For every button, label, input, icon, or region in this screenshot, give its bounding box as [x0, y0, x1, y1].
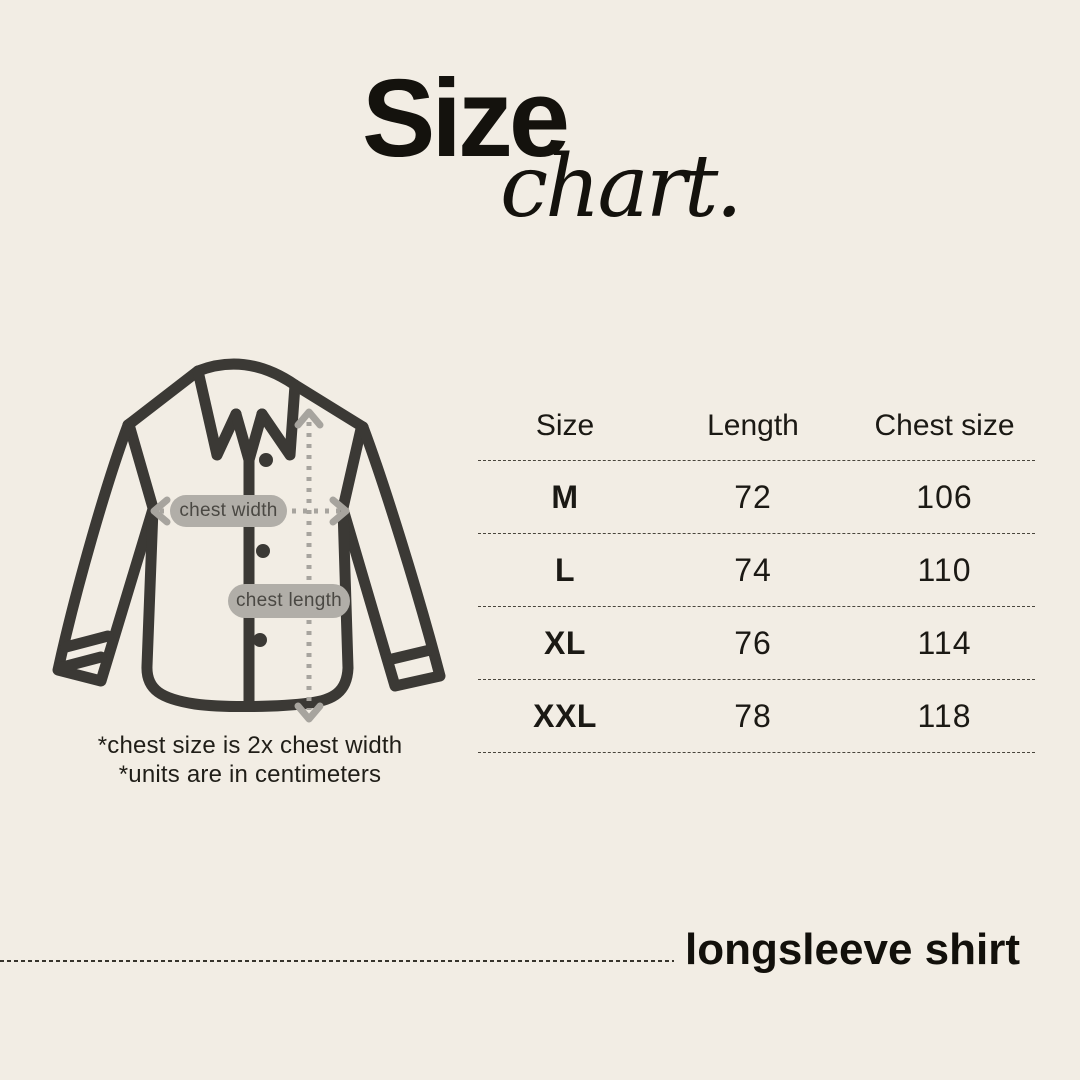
arrow-up-icon — [294, 408, 324, 429]
figure-notes: *chest size is 2x chest width *units are… — [50, 731, 450, 789]
table-row: XL 76 114 — [478, 607, 1035, 680]
cell-length: 74 — [734, 551, 772, 588]
cell-length: 72 — [734, 478, 772, 515]
column-header-chest-size: Chest size — [874, 409, 1015, 442]
cell-size: XL — [544, 624, 586, 661]
page-title-script: chart. — [500, 137, 743, 237]
table-header-row: Size Length Chest size — [478, 392, 1035, 461]
chest-width-label: chest width — [170, 495, 287, 527]
chest-length-label-text: chest length — [235, 590, 343, 611]
arrow-down-icon — [294, 702, 324, 723]
table-row: M 72 106 — [478, 461, 1035, 534]
chest-width-label-text: chest width — [179, 500, 278, 521]
cell-chest: 114 — [917, 624, 972, 661]
longsleeve-shirt-icon — [52, 358, 446, 723]
note-units: *units are in centimeters — [118, 761, 382, 788]
cell-length: 78 — [734, 697, 772, 734]
shirt-figure: chest width chest length — [50, 348, 450, 728]
table-row: XXL 78 118 — [478, 680, 1035, 753]
cell-chest: 106 — [916, 478, 973, 515]
arrow-right-icon — [329, 496, 350, 526]
table-row: L 74 110 — [478, 534, 1035, 607]
column-header-size: Size — [535, 409, 595, 442]
note-chest-size: *chest size is 2x chest width — [97, 732, 403, 759]
size-table: Size Length Chest size M 72 106 L 74 110… — [478, 392, 1035, 753]
cell-size: XXL — [533, 697, 597, 734]
chest-length-label: chest length — [228, 584, 350, 618]
shirt-buttons — [253, 453, 273, 647]
cell-size: L — [554, 551, 576, 588]
cell-chest: 118 — [917, 697, 972, 734]
page-title: Size — [362, 57, 570, 180]
column-header-length: Length — [707, 409, 799, 442]
arrow-left-icon — [150, 496, 171, 526]
product-name: longsleeve shirt — [684, 925, 1020, 974]
cell-length: 76 — [734, 624, 772, 661]
footer-divider — [0, 960, 674, 962]
cell-chest: 110 — [917, 551, 972, 588]
cell-size: M — [551, 478, 579, 515]
